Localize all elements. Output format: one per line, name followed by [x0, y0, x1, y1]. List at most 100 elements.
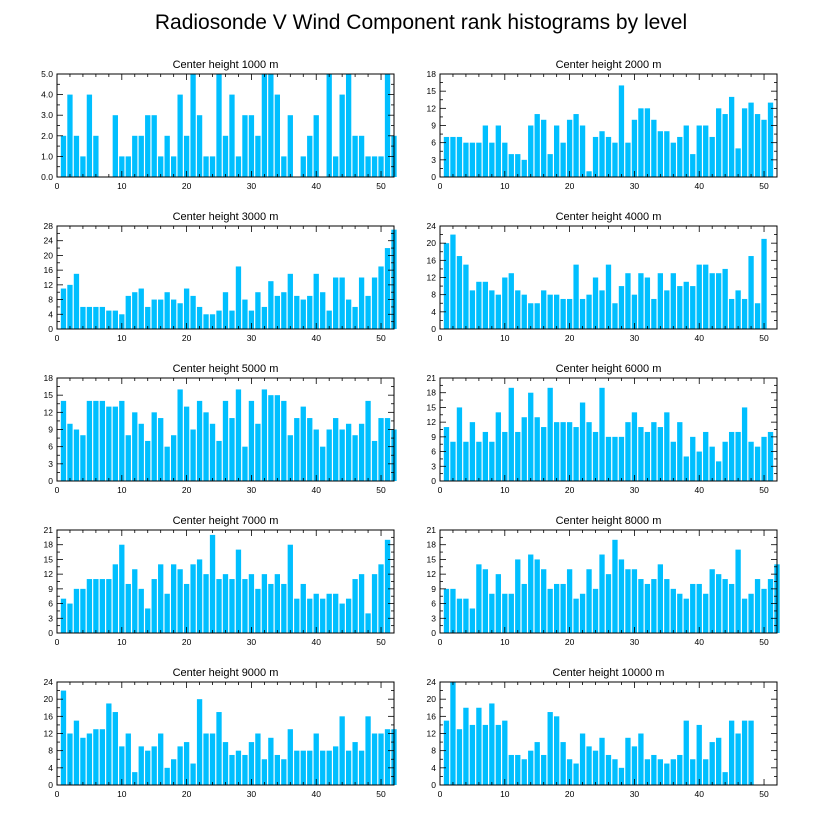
histogram-bar	[307, 598, 313, 633]
y-tick-label: 3	[48, 613, 53, 623]
histogram-bar	[651, 422, 657, 481]
histogram-bar	[469, 290, 476, 330]
histogram-bar	[235, 389, 242, 481]
x-tick-label: 40	[311, 333, 321, 343]
histogram-bar	[177, 303, 183, 329]
panel-title: Center height 8000 m	[556, 515, 662, 527]
histogram-bar	[618, 436, 625, 481]
histogram-bar	[592, 431, 599, 481]
histogram-bar	[313, 593, 319, 633]
histogram-bar	[703, 431, 709, 481]
histogram-bar	[541, 754, 547, 785]
histogram-bar	[489, 290, 495, 330]
histogram-bar	[631, 412, 638, 481]
histogram-bar	[443, 720, 450, 786]
histogram-bar	[463, 142, 469, 177]
axis-ticks	[56, 681, 395, 786]
histogram-bar	[651, 119, 657, 177]
histogram-bar	[625, 569, 631, 633]
histogram-bar	[722, 114, 728, 177]
histogram-bar	[677, 422, 683, 481]
histogram-bar	[625, 273, 631, 329]
x-tick-label: 40	[694, 181, 704, 191]
y-tick-label: 12	[44, 569, 54, 579]
histogram-bar	[73, 135, 80, 177]
histogram-bar	[748, 593, 754, 633]
histogram-bar	[670, 441, 676, 481]
histogram-bar	[683, 598, 689, 633]
histogram-bar	[644, 759, 651, 785]
histogram-bar	[599, 387, 605, 481]
histogram-bar	[722, 268, 728, 329]
y-tick-label: 9	[431, 584, 436, 594]
histogram-bar	[443, 427, 450, 481]
histogram-bar	[599, 131, 605, 177]
histogram-bar	[579, 402, 586, 481]
panel-title: Center height 2000 m	[556, 59, 662, 71]
histogram-bar	[690, 583, 696, 633]
x-tick-label: 50	[376, 789, 386, 799]
histogram-bar	[469, 142, 476, 177]
histogram-bar	[443, 136, 450, 177]
histogram-bar	[579, 733, 586, 785]
histogram-bar	[482, 125, 489, 177]
histogram-bar	[696, 583, 702, 633]
histogram-bar	[73, 273, 80, 329]
histogram-bar	[560, 422, 566, 481]
histogram-bar	[183, 406, 190, 481]
histogram-bar	[190, 74, 196, 177]
histogram-bar	[196, 115, 203, 177]
histogram-bar	[132, 135, 138, 177]
histogram-bar	[450, 234, 456, 329]
histogram-bar	[216, 712, 222, 785]
histogram-bar	[229, 579, 235, 633]
histogram-bar	[754, 579, 761, 633]
histogram-bar	[93, 579, 99, 633]
histogram-bar	[664, 763, 670, 785]
histogram-bar	[229, 418, 235, 481]
y-tick-label: 0.0	[41, 172, 53, 182]
histogram-bar	[320, 446, 326, 481]
histogram-bar	[605, 436, 612, 481]
y-tick-label: 12	[427, 103, 437, 113]
x-tick-label: 20	[182, 637, 192, 647]
histogram-bar	[612, 303, 618, 329]
histogram-bar	[618, 559, 625, 633]
histogram-bar	[767, 431, 774, 481]
histogram-bar	[677, 754, 683, 785]
histogram-bar	[482, 281, 489, 329]
histogram-bar	[566, 569, 573, 633]
histogram-bar	[761, 119, 767, 177]
histogram-bar	[164, 292, 170, 329]
histogram-bar	[171, 564, 177, 633]
histogram-bar	[73, 720, 80, 786]
histogram-bar	[274, 94, 280, 177]
histogram-panel: Center height 10000 m 0 10 20 30 40 50 0 4 8 12 16 2…	[427, 667, 778, 799]
histogram-bar	[735, 290, 741, 330]
histogram-panel: Center height 2000 m 0 10 20 30 40 50 0 3 6 9 12 15 1…	[427, 59, 778, 191]
histogram-bar	[515, 290, 521, 330]
histogram-bar	[605, 574, 612, 633]
histogram-bar	[456, 256, 463, 329]
bar-series	[60, 534, 391, 633]
y-tick-label: 9	[431, 121, 436, 131]
histogram-bar	[138, 746, 144, 786]
y-tick-label: 1.0	[41, 151, 53, 161]
histogram-bar	[528, 392, 534, 481]
histogram-bar	[644, 431, 651, 481]
histogram-bar	[112, 712, 118, 785]
histogram-bar	[281, 156, 287, 177]
histogram-bar	[294, 418, 300, 481]
histogram-bar	[450, 682, 456, 785]
histogram-bar	[255, 588, 261, 633]
y-tick-label: 0	[431, 780, 436, 790]
y-tick-label: 12	[427, 417, 437, 427]
histogram-bar	[547, 294, 553, 329]
histogram-bar	[599, 554, 605, 633]
axis-ticks	[56, 377, 395, 482]
axis-ticks	[439, 225, 778, 330]
histogram-bar	[229, 310, 235, 329]
histogram-bar	[469, 724, 476, 785]
histogram-bar	[566, 759, 573, 785]
y-tick-label: 0	[48, 476, 53, 486]
